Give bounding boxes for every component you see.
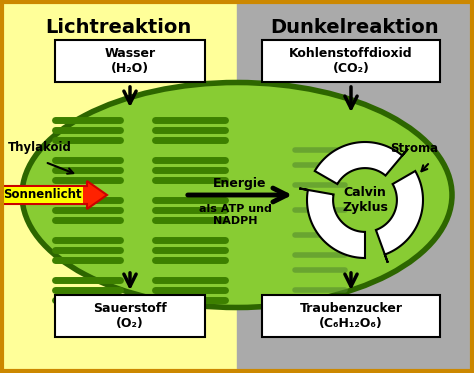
Text: Calvin
Zyklus: Calvin Zyklus bbox=[342, 186, 388, 214]
Text: Sauerstoff
(O₂): Sauerstoff (O₂) bbox=[93, 302, 167, 330]
Text: Energie: Energie bbox=[213, 176, 267, 189]
Text: Thylakoid: Thylakoid bbox=[8, 141, 72, 154]
Text: als ATP und
NADPH: als ATP und NADPH bbox=[199, 204, 272, 226]
Ellipse shape bbox=[22, 82, 452, 307]
PathPatch shape bbox=[299, 188, 365, 258]
FancyArrow shape bbox=[2, 181, 107, 209]
Text: Lichtreaktion: Lichtreaktion bbox=[45, 18, 191, 37]
Bar bbox=[0, 0, 237, 373]
Text: Wasser
(H₂O): Wasser (H₂O) bbox=[104, 47, 155, 75]
FancyBboxPatch shape bbox=[262, 40, 440, 82]
Text: Dunkelreaktion: Dunkelreaktion bbox=[271, 18, 439, 37]
FancyBboxPatch shape bbox=[262, 295, 440, 337]
FancyBboxPatch shape bbox=[55, 295, 205, 337]
Text: Sonnenlicht: Sonnenlicht bbox=[3, 188, 82, 201]
Text: Traubenzucker
(C₆H₁₂O₆): Traubenzucker (C₆H₁₂O₆) bbox=[300, 302, 402, 330]
Text: Kohlenstoffdioxid
(CO₂): Kohlenstoffdioxid (CO₂) bbox=[289, 47, 413, 75]
PathPatch shape bbox=[376, 171, 423, 263]
FancyBboxPatch shape bbox=[55, 40, 205, 82]
PathPatch shape bbox=[315, 142, 408, 184]
Bar bbox=[237, 0, 474, 373]
Text: Stroma: Stroma bbox=[390, 141, 438, 154]
